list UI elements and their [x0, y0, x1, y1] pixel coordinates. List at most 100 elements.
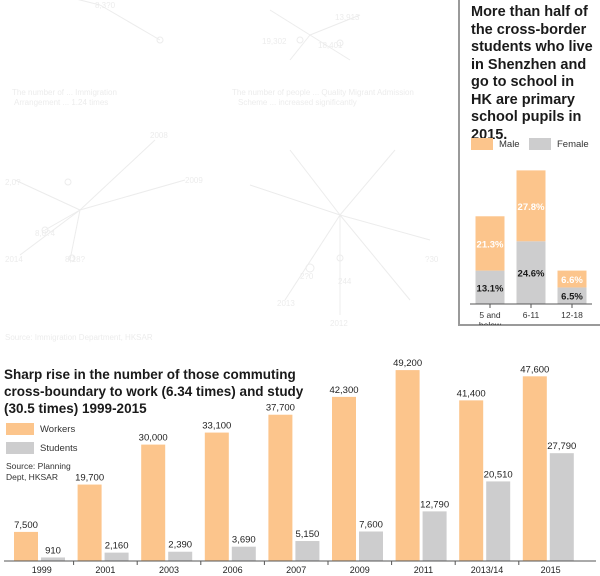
workers-value-label: 47,600 [520, 364, 549, 375]
svg-text:Scheme ... increased significa: Scheme ... increased significantly [238, 98, 357, 107]
students-bar [422, 511, 447, 561]
year-label: 2006 [223, 565, 243, 575]
main-chart-title: Sharp rise in the number of those commut… [4, 367, 304, 416]
students-value-label: 910 [45, 545, 61, 556]
male-value-label: 21.3% [477, 239, 504, 250]
students-value-label: 3,690 [232, 535, 256, 546]
male-swatch [471, 138, 493, 150]
male-value-label: 6.6% [561, 275, 583, 286]
age-group-label: below [479, 320, 502, 325]
male-bar [475, 216, 505, 271]
svg-text:2008: 2008 [150, 131, 168, 140]
workers-value-label: 41,400 [457, 388, 486, 399]
legend-students: Students [6, 442, 78, 454]
students-bar [359, 531, 383, 561]
vertical-divider [458, 0, 460, 325]
year-label: 2015 [541, 565, 561, 575]
svg-text:19,302: 19,302 [262, 37, 287, 46]
year-label: 2009 [350, 565, 370, 575]
students-value-label: 20,510 [484, 469, 513, 480]
svg-text:18,401: 18,401 [318, 41, 343, 50]
legend-female: Female [529, 138, 589, 150]
year-label: 2013/14 [471, 565, 504, 575]
workers-bar [204, 432, 229, 561]
svg-text:2013: 2013 [277, 299, 295, 308]
side-panel-title: More than half of the cross-border stude… [471, 4, 593, 143]
svg-text:2,0?: 2,0? [5, 178, 21, 187]
students-value-label: 12,790 [420, 499, 449, 510]
workers-bar [14, 531, 38, 561]
horizontal-divider [458, 324, 600, 326]
workers-bar [141, 444, 166, 561]
students-value-label: 2,160 [105, 541, 129, 552]
students-bar [486, 481, 511, 561]
workers-bar [332, 396, 356, 561]
students-bar [104, 552, 129, 561]
legend-workers-label: Workers [40, 423, 76, 435]
workers-bar [459, 400, 484, 561]
workers-value-label: 49,200 [393, 358, 422, 369]
year-label: 2003 [159, 565, 179, 575]
female-swatch [529, 138, 551, 150]
male-value-label: 27.8% [518, 202, 545, 213]
legend-female-label: Female [557, 138, 589, 150]
svg-text:2?0: 2?0 [300, 272, 314, 281]
students-bar [231, 546, 256, 561]
age-group-label: 6-11 [523, 310, 540, 320]
legend-male-label: Male [499, 138, 520, 150]
workers-value-label: 42,300 [329, 385, 358, 396]
svg-text:244: 244 [338, 277, 352, 286]
svg-text:2014: 2014 [5, 255, 23, 264]
svg-text:2009: 2009 [185, 176, 203, 185]
male-bar [557, 270, 587, 288]
female-bar [475, 270, 505, 304]
age-group-label: 5 and [479, 310, 501, 320]
students-bar [168, 551, 193, 561]
female-value-label: 13.1% [477, 283, 504, 294]
svg-text:8,3?0: 8,3?0 [95, 1, 116, 10]
legend-male: Male [471, 138, 520, 150]
background-map-graphic: 8,3?0 13,913 19,302 18,401 2008 2,0? 2009 8,… [5, 0, 439, 342]
year-label: 1999 [32, 565, 52, 575]
svg-text:13,913: 13,913 [335, 13, 360, 22]
svg-text:The number of people ... Quali: The number of people ... Quality Migrant… [232, 88, 414, 97]
svg-text:Arrangement ... 1.24 times: Arrangement ... 1.24 times [14, 98, 108, 107]
students-value-label: 2,390 [168, 540, 192, 551]
workers-value-label: 37,700 [266, 403, 295, 414]
svg-text:?30: ?30 [425, 255, 439, 264]
workers-value-label: 7,500 [14, 520, 38, 531]
svg-text:Source: Immigration Department: Source: Immigration Department, HKSAR [5, 333, 153, 342]
students-value-label: 5,150 [296, 529, 320, 540]
legend-students-label: Students [40, 442, 78, 454]
male-bar [516, 170, 546, 242]
commuters-bar-chart: 7,500 910 1999 19,700 2,160 2001 30,000 2,390 20… [4, 358, 596, 575]
female-value-label: 24.6% [518, 269, 545, 280]
workers-bar [268, 414, 293, 561]
age-group-label: 12-18 [561, 310, 583, 320]
svg-text:The number of ... Immigration: The number of ... Immigration [12, 88, 117, 97]
workers-bar [77, 484, 102, 561]
legend-workers: Workers [6, 423, 75, 435]
workers-value-label: 30,000 [139, 433, 168, 444]
source-note: Source: Planning Dept, HKSAR [6, 461, 71, 482]
workers-bar [395, 370, 420, 561]
students-value-label: 27,790 [547, 441, 576, 452]
workers-value-label: 19,700 [75, 473, 104, 484]
svg-text:8,0?4: 8,0?4 [35, 229, 56, 238]
svg-text:8,18?: 8,18? [65, 255, 86, 264]
students-bar [549, 453, 574, 561]
workers-bar [522, 376, 547, 561]
students-bar [41, 557, 65, 561]
year-label: 2007 [286, 565, 306, 575]
female-value-label: 6.5% [561, 292, 583, 303]
year-label: 2011 [414, 565, 433, 575]
year-label: 2001 [95, 565, 115, 575]
svg-text:2012: 2012 [330, 319, 348, 328]
female-bar [557, 287, 587, 304]
workers-swatch [6, 423, 34, 435]
female-bar [516, 241, 546, 304]
students-swatch [6, 442, 34, 454]
workers-value-label: 33,100 [202, 421, 231, 432]
students-bar [295, 541, 320, 561]
